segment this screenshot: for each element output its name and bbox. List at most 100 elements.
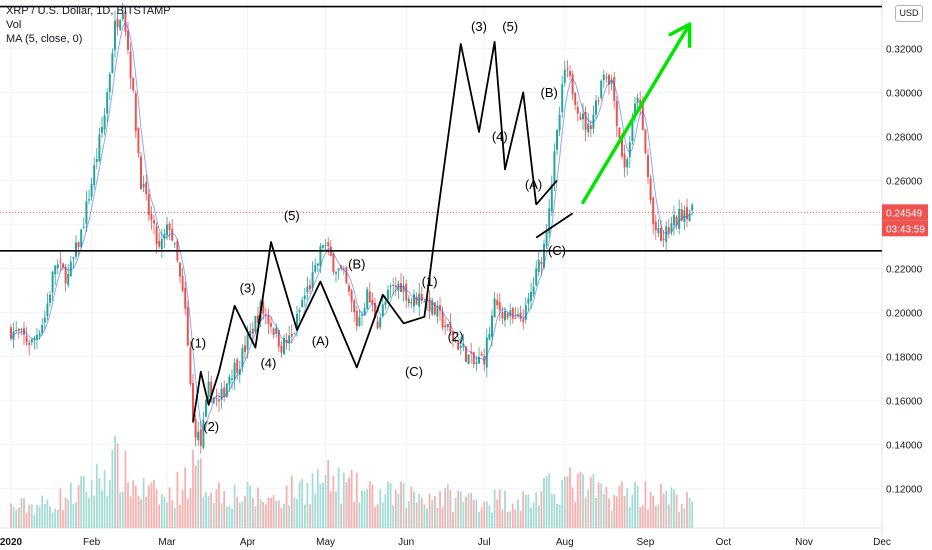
candle-body bbox=[556, 129, 558, 150]
candle-body bbox=[254, 315, 257, 332]
price-tick-label: 0.18000 bbox=[886, 352, 923, 363]
candle-body bbox=[665, 226, 668, 242]
volume-bar bbox=[462, 502, 465, 528]
candle-body bbox=[158, 240, 161, 247]
candle-body bbox=[264, 315, 267, 317]
time-tick-label: Feb bbox=[83, 537, 101, 548]
wave-label: (3) bbox=[471, 19, 487, 34]
volume-bar bbox=[647, 509, 649, 528]
candle-body bbox=[597, 100, 600, 102]
candle-body bbox=[670, 223, 673, 232]
candle-body bbox=[324, 245, 327, 247]
candle-body bbox=[381, 304, 384, 317]
volume-bar bbox=[231, 508, 233, 528]
candle-body bbox=[142, 183, 145, 188]
moving-average-label[interactable]: MA (5, close, 0) bbox=[6, 33, 83, 45]
candle-body bbox=[353, 300, 356, 313]
horizontal-levels[interactable] bbox=[0, 5, 882, 252]
candle-body bbox=[574, 92, 577, 105]
candle-body bbox=[446, 323, 449, 328]
wave-label: (A) bbox=[312, 333, 329, 348]
volume-bar bbox=[457, 490, 460, 528]
candle-body bbox=[355, 310, 358, 327]
time-axis[interactable]: 2020 Feb Mar Apr May Jun Jul Aug Sep Oct Nov Dec bbox=[0, 537, 891, 548]
volume-bar bbox=[238, 502, 241, 528]
volume-bar bbox=[179, 504, 181, 528]
volume-bar bbox=[28, 504, 31, 528]
volume-bar bbox=[43, 503, 46, 528]
volume-bar bbox=[158, 504, 161, 528]
candle-body bbox=[634, 103, 636, 117]
volume-bar bbox=[649, 491, 652, 528]
candle-body bbox=[530, 292, 532, 301]
price-tick-label: 0.20000 bbox=[886, 308, 923, 319]
volume-bar bbox=[264, 504, 267, 528]
candle-body bbox=[467, 354, 470, 364]
candle-body bbox=[361, 314, 363, 316]
volume-bar bbox=[488, 505, 491, 528]
symbol-title[interactable]: XRP / U.S. Dollar, 1D, BITSTAMP bbox=[6, 5, 171, 17]
candle-body bbox=[33, 337, 36, 340]
volume-bar bbox=[262, 501, 265, 528]
volume-bar bbox=[631, 494, 634, 528]
volume-bar bbox=[579, 471, 582, 528]
volume-bar bbox=[33, 514, 36, 528]
volume-bar bbox=[537, 505, 540, 528]
volume-bar bbox=[563, 476, 566, 528]
candle-body bbox=[30, 339, 33, 343]
volume-bar bbox=[147, 485, 150, 528]
candle-body bbox=[171, 228, 174, 241]
volume-bar bbox=[251, 497, 254, 528]
candle-body bbox=[72, 257, 75, 259]
currency-button[interactable]: USD bbox=[895, 5, 923, 22]
price-axis[interactable]: 0.12000 0.14000 0.16000 0.18000 0.20000 0.220… bbox=[886, 44, 923, 495]
candle-body bbox=[418, 293, 421, 307]
candle-body bbox=[275, 327, 278, 334]
volume-bar bbox=[519, 510, 522, 528]
volume-bar bbox=[446, 484, 449, 528]
candle-body bbox=[558, 114, 561, 131]
projection-arrow[interactable] bbox=[581, 22, 692, 205]
volume-bar bbox=[498, 489, 501, 528]
candle-body bbox=[587, 123, 590, 133]
volume-bar bbox=[202, 496, 205, 528]
candle-body bbox=[153, 220, 155, 224]
wave-label: (C) bbox=[405, 364, 423, 379]
price-tick-label: 0.22000 bbox=[886, 264, 923, 275]
volume-bar bbox=[30, 504, 33, 528]
candle-body bbox=[410, 301, 413, 304]
volume-bar bbox=[67, 500, 70, 528]
candle-body bbox=[626, 159, 629, 168]
volume-bar bbox=[314, 493, 317, 528]
candle-body bbox=[223, 387, 226, 398]
volume-bar bbox=[374, 507, 376, 528]
candle-body bbox=[589, 125, 592, 130]
time-tick-label: Nov bbox=[795, 537, 813, 548]
volume-bar bbox=[363, 491, 366, 528]
candle-body bbox=[56, 264, 59, 268]
volume-bar bbox=[119, 492, 122, 528]
volume-indicator-label[interactable]: Vol bbox=[6, 19, 22, 31]
volume-bar bbox=[379, 489, 382, 528]
elliott-wave-lines[interactable] bbox=[192, 40, 574, 423]
volume-bar bbox=[85, 491, 88, 528]
candle-body bbox=[537, 260, 540, 272]
candle-body bbox=[116, 18, 119, 28]
candle-body bbox=[465, 346, 467, 362]
volume-bar bbox=[358, 502, 361, 528]
volume-bar bbox=[566, 476, 569, 528]
volume-bar bbox=[491, 512, 493, 528]
time-tick-label: Oct bbox=[716, 537, 732, 548]
candle-body bbox=[150, 214, 153, 220]
volume-bar bbox=[296, 499, 298, 528]
candle-body bbox=[270, 323, 272, 327]
volume-bar bbox=[303, 504, 306, 528]
time-tick-label: Aug bbox=[556, 537, 574, 548]
volume-bar bbox=[402, 483, 405, 528]
volume-bar bbox=[23, 498, 25, 528]
candle-body bbox=[283, 337, 285, 355]
candle-body bbox=[582, 113, 584, 120]
price-tick-label: 0.12000 bbox=[886, 484, 923, 495]
candle-body bbox=[618, 127, 621, 139]
